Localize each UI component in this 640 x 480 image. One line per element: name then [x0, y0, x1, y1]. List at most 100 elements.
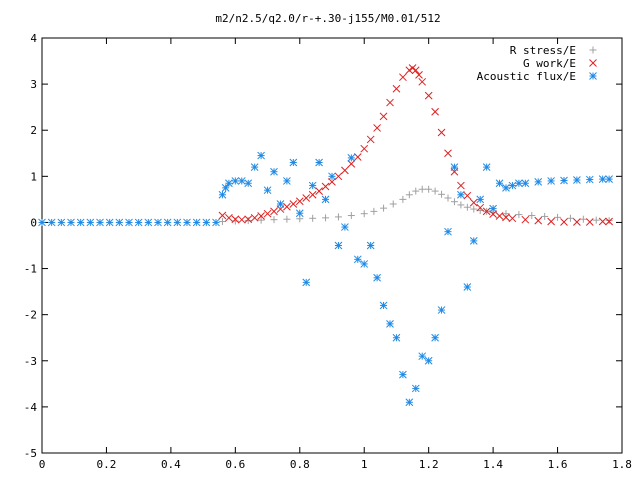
data-point	[321, 182, 330, 191]
chart-title: m2/n2.5/q2.0/r-+.30-j155/M0.01/512	[215, 12, 440, 25]
data-point	[334, 172, 343, 181]
data-point	[125, 218, 133, 227]
data-point	[469, 198, 478, 207]
data-point	[515, 179, 523, 188]
data-point	[218, 190, 227, 199]
data-point	[482, 207, 491, 216]
y-tick-label: -1	[24, 263, 37, 276]
legend-marker	[589, 59, 597, 67]
x-tick-label: 0.2	[97, 458, 117, 471]
data-point	[424, 356, 433, 365]
data-point	[347, 154, 356, 162]
data-point	[573, 176, 581, 184]
data-point	[218, 211, 227, 220]
data-point	[450, 163, 459, 171]
data-point	[415, 71, 423, 79]
data-point	[470, 205, 478, 213]
data-point	[560, 218, 568, 226]
data-point	[154, 218, 162, 227]
data-point	[547, 217, 555, 226]
data-point	[231, 215, 240, 224]
data-point	[115, 218, 124, 227]
x-tick-label: 1.8	[612, 458, 632, 471]
y-tick-label: 1	[30, 170, 37, 183]
data-point	[457, 201, 465, 209]
data-point	[283, 202, 291, 211]
data-point	[237, 215, 246, 224]
data-point	[521, 215, 530, 224]
data-point	[444, 149, 452, 158]
data-point	[585, 175, 594, 184]
legend-label: G work/E	[523, 57, 576, 70]
data-point	[192, 218, 201, 227]
data-point	[315, 158, 323, 167]
data-point	[476, 203, 485, 212]
data-point	[341, 166, 349, 175]
data-point	[547, 177, 555, 185]
x-tick-label: 0.8	[290, 458, 310, 471]
data-point	[270, 216, 278, 224]
data-point	[418, 352, 427, 361]
data-point	[431, 333, 439, 342]
data-point	[322, 214, 330, 222]
data-point	[411, 66, 420, 75]
data-point	[328, 172, 336, 181]
data-point	[212, 218, 220, 227]
data-point	[289, 158, 298, 167]
data-point	[528, 212, 536, 220]
data-point	[144, 218, 153, 227]
data-point	[105, 218, 114, 227]
data-point	[605, 217, 613, 225]
data-point	[328, 178, 336, 186]
data-point	[399, 73, 407, 82]
data-point	[405, 398, 414, 407]
data-point	[283, 177, 291, 185]
data-point	[86, 218, 95, 227]
data-point	[457, 190, 465, 199]
data-point	[412, 187, 420, 195]
data-point	[554, 213, 562, 221]
data-point	[38, 218, 46, 227]
data-point	[469, 237, 478, 245]
data-point	[495, 212, 504, 220]
data-point	[347, 160, 356, 168]
data-point	[450, 198, 458, 206]
data-point	[96, 218, 104, 227]
data-point	[399, 195, 407, 203]
y-tick-label: -4	[24, 401, 38, 414]
data-point	[263, 209, 272, 218]
data-point	[489, 204, 497, 213]
data-point	[225, 213, 233, 222]
data-point	[250, 163, 259, 171]
data-point	[521, 179, 530, 188]
data-point	[585, 218, 594, 226]
data-point	[444, 227, 452, 236]
data-point	[366, 241, 375, 250]
y-tick-label: -3	[24, 355, 37, 368]
data-point	[295, 209, 304, 218]
data-point	[309, 214, 317, 222]
data-point	[392, 333, 401, 342]
data-point	[263, 186, 272, 195]
data-point	[392, 84, 401, 93]
data-point	[163, 218, 172, 227]
data-point	[598, 175, 607, 183]
x-tick-label: 1.2	[419, 458, 439, 471]
data-point	[302, 194, 311, 202]
data-point	[399, 370, 407, 379]
data-point	[389, 200, 397, 208]
data-point	[405, 191, 413, 199]
data-point	[270, 167, 278, 176]
data-point	[244, 179, 253, 188]
data-point	[541, 212, 549, 220]
data-point	[463, 283, 472, 291]
data-point	[489, 210, 497, 218]
y-tick-label: 2	[30, 124, 37, 137]
data-point	[221, 184, 230, 192]
data-point	[334, 213, 342, 221]
data-point	[276, 200, 285, 208]
data-point	[360, 260, 369, 268]
data-point	[134, 218, 143, 227]
data-point	[257, 151, 265, 160]
data-point	[289, 200, 298, 208]
